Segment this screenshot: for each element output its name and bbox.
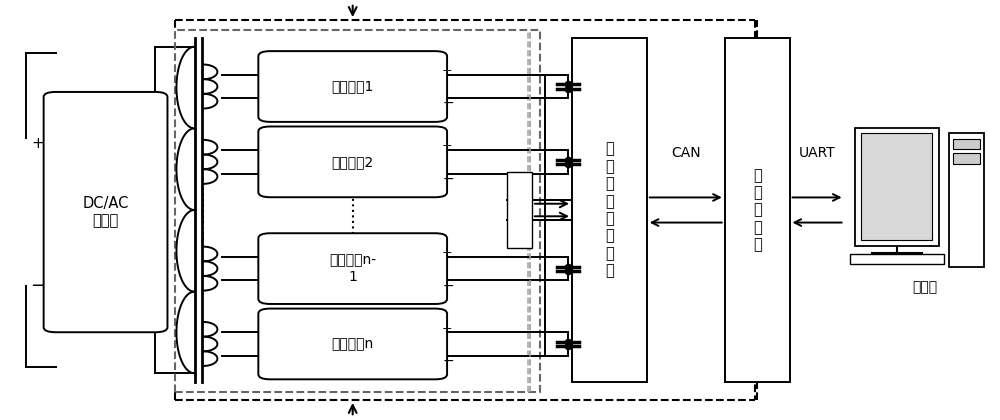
Text: CAN: CAN bbox=[671, 147, 701, 160]
Bar bbox=[953, 153, 980, 164]
Bar bbox=[572, 37, 647, 383]
Text: 控
制
器
单
元: 控 制 器 单 元 bbox=[753, 168, 762, 252]
Text: 同步整流2: 同步整流2 bbox=[332, 155, 374, 169]
Bar bbox=[953, 139, 980, 149]
Text: 上位机: 上位机 bbox=[912, 281, 937, 294]
FancyBboxPatch shape bbox=[258, 309, 447, 379]
Text: −: − bbox=[442, 354, 454, 368]
Text: −: − bbox=[442, 278, 454, 292]
Text: −: − bbox=[30, 277, 45, 295]
Text: 同步整流n: 同步整流n bbox=[332, 337, 374, 351]
Text: +: + bbox=[31, 136, 44, 150]
Text: +: + bbox=[442, 322, 453, 335]
Bar bbox=[949, 133, 984, 267]
Bar bbox=[861, 134, 932, 240]
Text: −: − bbox=[442, 96, 454, 110]
FancyBboxPatch shape bbox=[44, 92, 167, 332]
Bar bbox=[175, 30, 540, 392]
FancyBboxPatch shape bbox=[258, 233, 447, 304]
Text: −: − bbox=[442, 172, 454, 186]
Text: DC/AC
变换器: DC/AC 变换器 bbox=[82, 196, 129, 228]
FancyBboxPatch shape bbox=[258, 51, 447, 122]
Text: 同步整流n-
1: 同步整流n- 1 bbox=[329, 254, 376, 284]
FancyBboxPatch shape bbox=[258, 126, 447, 197]
Text: +: + bbox=[442, 246, 453, 259]
Text: UART: UART bbox=[799, 147, 835, 160]
Text: +: + bbox=[442, 64, 453, 77]
Text: +: + bbox=[442, 139, 453, 152]
Bar bbox=[850, 254, 944, 265]
Text: 电
压
电
流
采
集
单
元: 电 压 电 流 采 集 单 元 bbox=[605, 142, 614, 278]
Text: 同步整流1: 同步整流1 bbox=[332, 79, 374, 94]
Bar bbox=[855, 129, 939, 246]
Bar bbox=[507, 172, 532, 248]
Bar bbox=[725, 37, 790, 383]
